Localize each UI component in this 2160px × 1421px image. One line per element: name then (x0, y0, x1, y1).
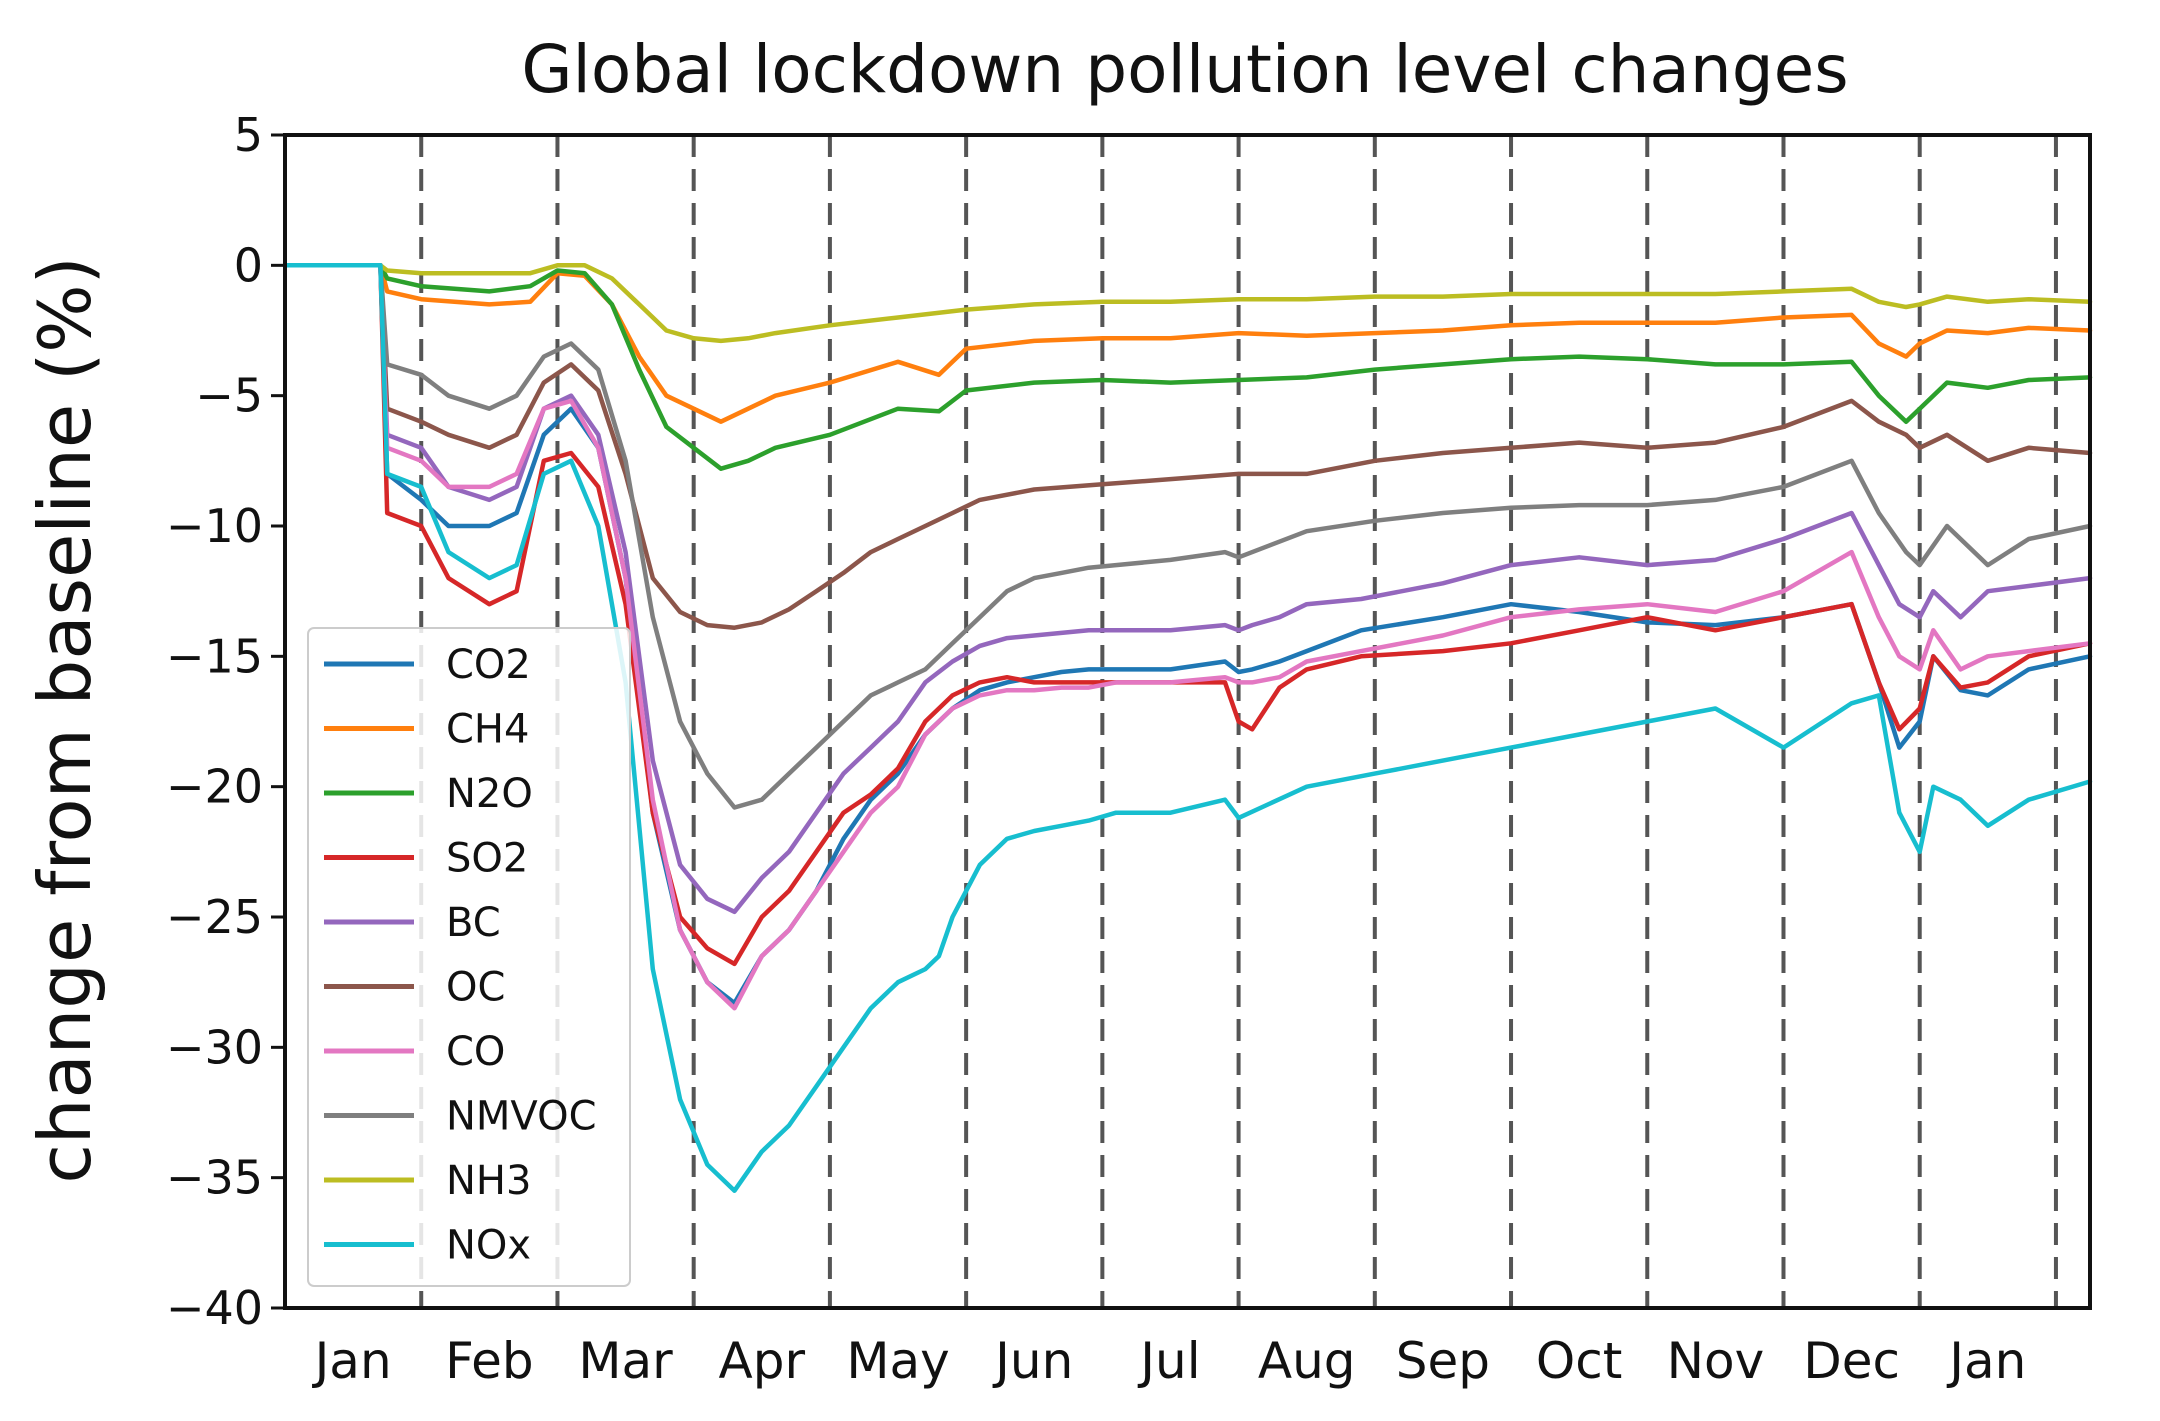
y-tick-label: −35 (166, 1151, 263, 1205)
legend-label-n2o: N2O (446, 771, 533, 817)
legend-label-co2: CO2 (446, 642, 531, 688)
x-tick-label: May (846, 1332, 949, 1390)
y-tick-label: −20 (166, 760, 263, 814)
series-line-nmvoc (282, 263, 2093, 810)
y-tick-label: −30 (166, 1020, 263, 1074)
y-axis-label: change from baseline (%) (23, 256, 107, 1183)
legend-label-ch4: CH4 (446, 707, 529, 753)
legend-label-so2: SO2 (446, 836, 528, 882)
series-line-co (282, 263, 2093, 1011)
y-tick-label: −40 (166, 1281, 263, 1335)
series-line-so2 (282, 263, 2093, 967)
y-tick-label: −5 (195, 369, 263, 423)
legend-label-nox: NOx (446, 1223, 531, 1269)
x-tick-label: Sep (1396, 1332, 1490, 1390)
x-tick-label: Jul (1137, 1332, 1200, 1390)
legend-label-oc: OC (446, 965, 505, 1011)
legend-label-bc: BC (446, 900, 501, 946)
x-tick-label: Feb (445, 1332, 534, 1390)
y-axis-ticks: 5 0 −5 −10 −15 −20 −25 −30 −35 −40 (166, 108, 285, 1335)
series-line-oc (282, 263, 2093, 630)
x-tick-label: Jan (1946, 1332, 2026, 1390)
x-tick-label: Jun (992, 1332, 1073, 1390)
y-tick-label: −25 (166, 890, 263, 944)
chart-title: Global lockdown pollution level changes (521, 31, 1848, 108)
legend: CO2 CH4 N2O SO2 BC OC CO NMVOC NH3 NOx (307, 627, 631, 1287)
x-tick-label: Apr (719, 1332, 806, 1390)
series-lines (282, 263, 2093, 1193)
plot-frame (283, 133, 2092, 1310)
x-tick-label: Dec (1803, 1332, 1900, 1390)
y-tick-label: 5 (234, 108, 263, 162)
series-line-ch4 (282, 263, 2093, 424)
legend-label-co: CO (446, 1029, 505, 1075)
x-tick-label: Aug (1258, 1332, 1356, 1390)
x-tick-label: Jan (312, 1332, 392, 1390)
series-line-nox (282, 263, 2093, 1193)
y-tick-label: −15 (166, 629, 263, 683)
y-tick-label: −10 (166, 499, 263, 553)
x-axis-ticks: Jan Feb Mar Apr May Jun Jul Aug Sep Oct Nov Dec Jan (312, 1332, 2027, 1390)
legend-label-nmvoc: NMVOC (446, 1094, 597, 1140)
y-tick-label: 0 (234, 238, 263, 292)
x-tick-label: Oct (1536, 1332, 1622, 1390)
x-tick-label: Mar (578, 1332, 673, 1390)
series-line-n2o (282, 263, 2093, 471)
series-line-bc (282, 263, 2093, 915)
legend-label-nh3: NH3 (446, 1158, 531, 1204)
x-tick-label: Nov (1667, 1332, 1765, 1390)
series-line-nh3 (282, 263, 2093, 344)
